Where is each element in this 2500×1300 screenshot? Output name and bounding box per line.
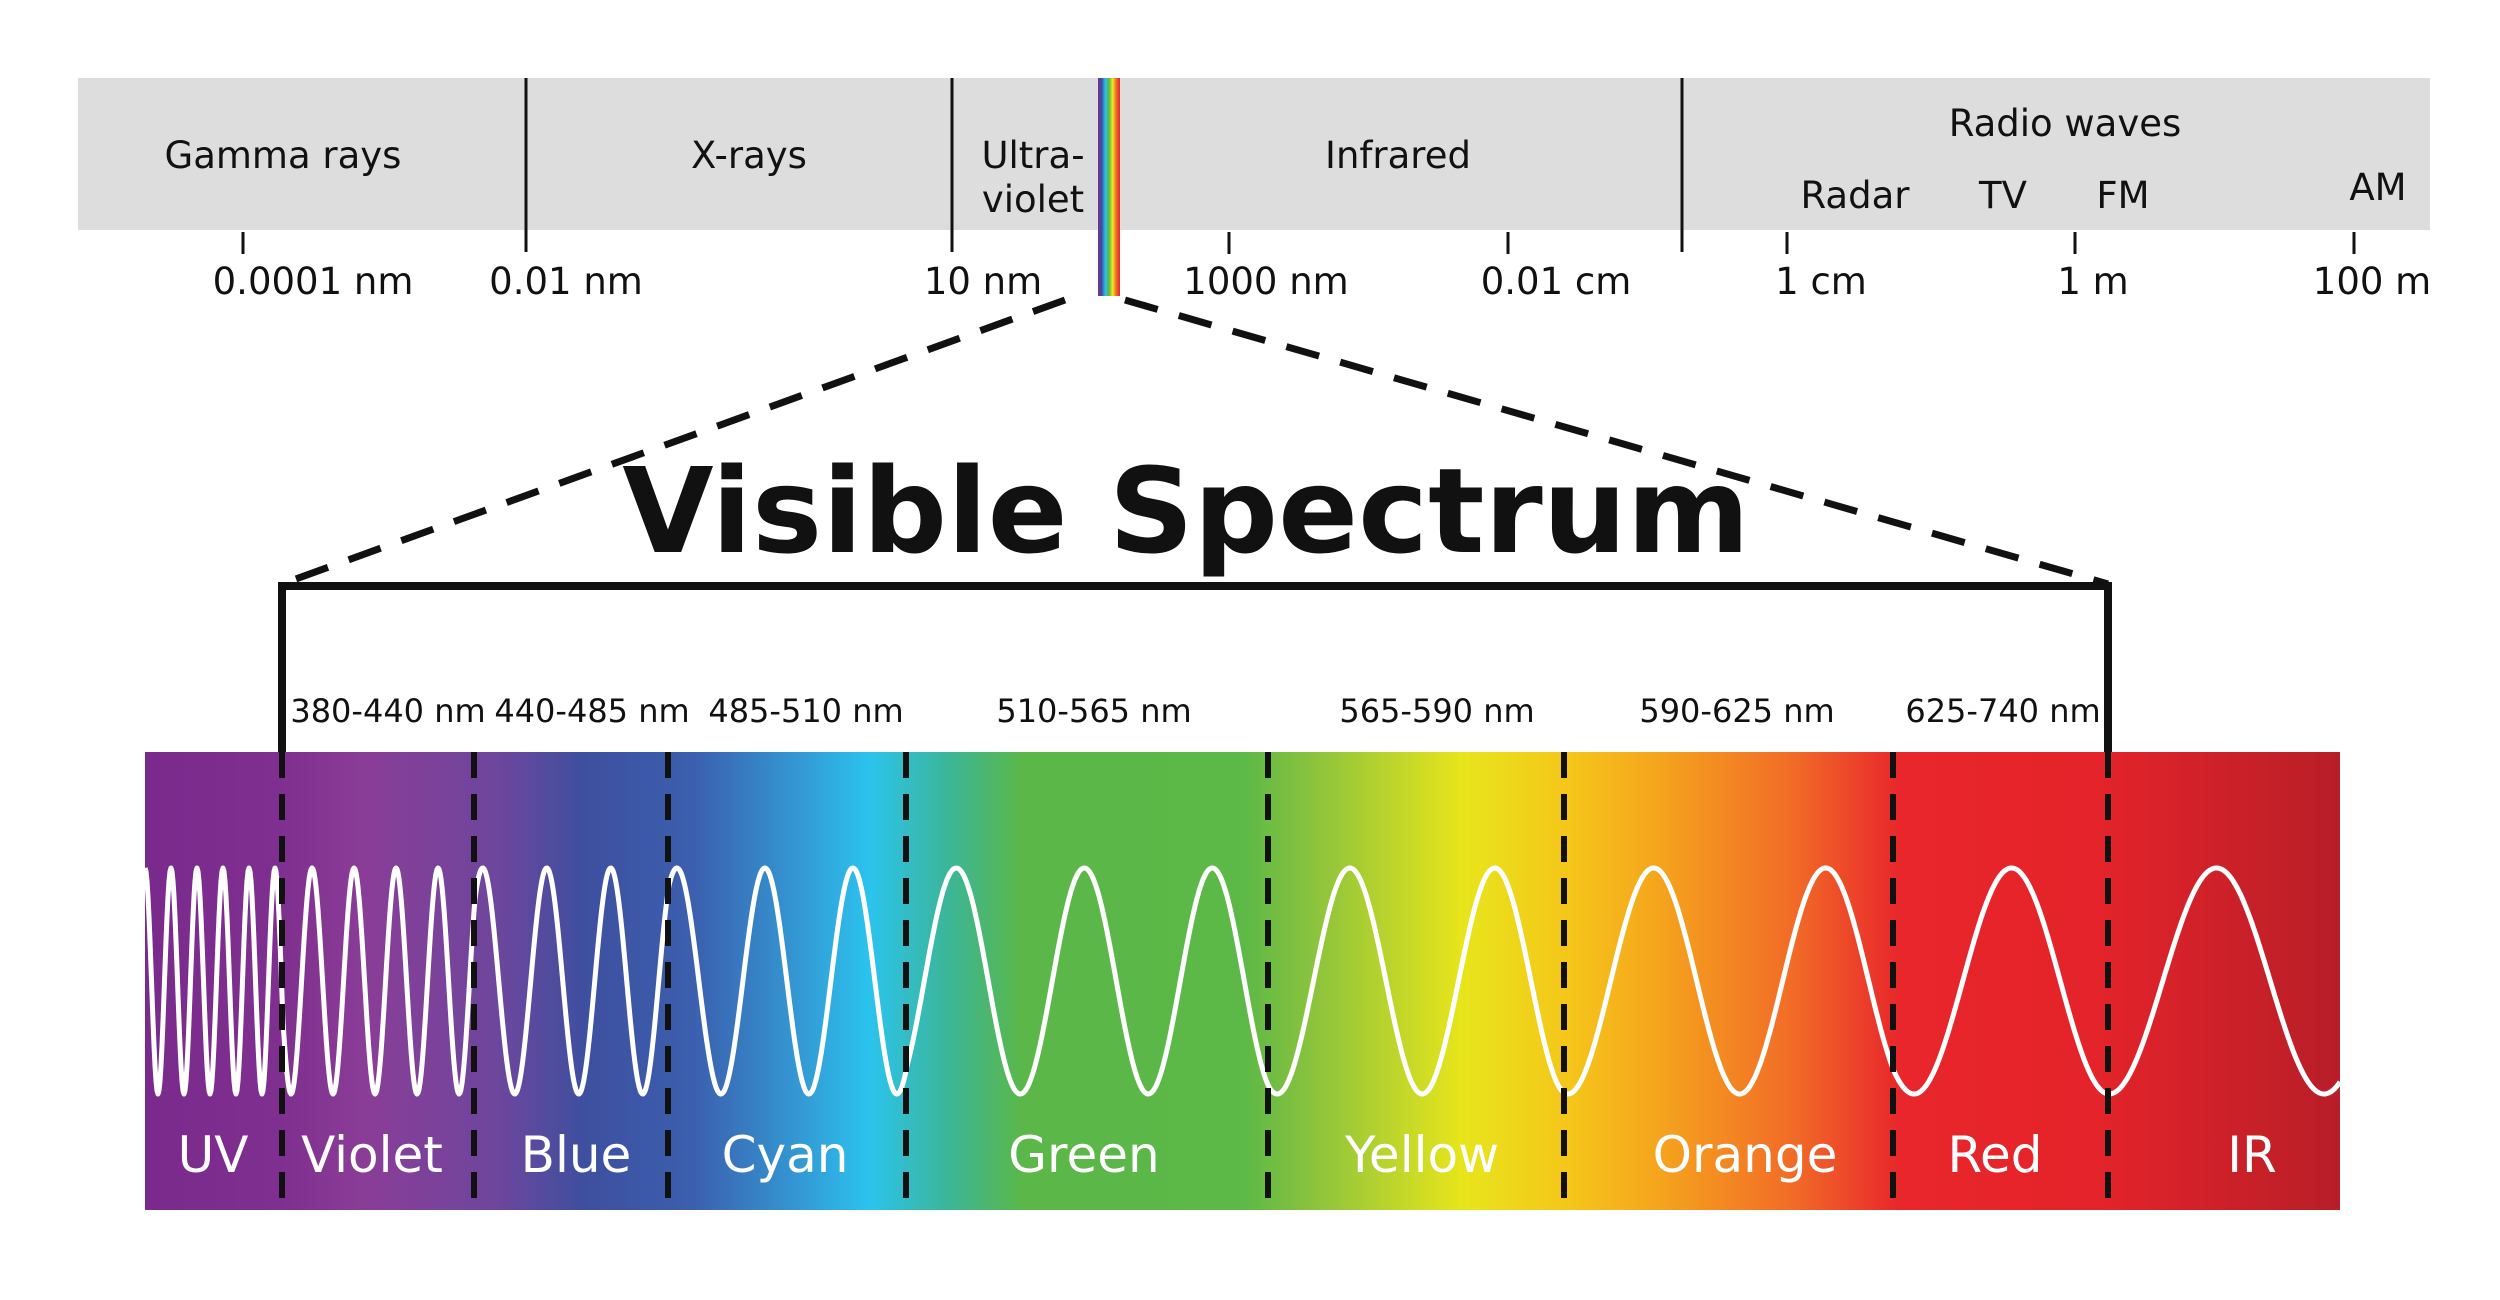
em-band-label-line: Ultra-: [981, 134, 1084, 177]
scale-label: 0.01 nm: [489, 260, 643, 303]
range-label: 590-625 nm: [1639, 692, 1834, 730]
radio-subband-label: FM: [2096, 174, 2149, 217]
scale-label: 0.0001 nm: [213, 260, 414, 303]
range-label: 625-740 nm: [1905, 692, 2100, 730]
scale-label: 1 cm: [1775, 260, 1867, 303]
radio-subband-label: TV: [1978, 174, 2027, 217]
band-dividers: [279, 752, 2111, 1210]
color-label: Orange: [1653, 1126, 1838, 1184]
range-label: 440-485 nm: [494, 692, 689, 730]
em-band-label: Radio waves: [1949, 102, 2182, 145]
scale-label: 0.01 cm: [1481, 260, 1632, 303]
color-label: Green: [1008, 1126, 1159, 1184]
visible-mini-rainbow: [1098, 78, 1120, 296]
zoom-line-right: [1124, 296, 2109, 588]
wavelength-wave: [142, 865, 2343, 1097]
range-label: 510-565 nm: [996, 692, 1191, 730]
em-band-label: X-rays: [691, 134, 807, 177]
visible-bracket: [278, 582, 2112, 760]
color-label: Red: [1948, 1126, 2043, 1184]
em-band-label: Infrared: [1325, 134, 1471, 177]
zoom-line-left: [280, 296, 1067, 588]
scale-label: 1 m: [2057, 260, 2128, 303]
range-label: 380-440 nm: [290, 692, 485, 730]
radio-subband-label: AM: [2349, 166, 2406, 209]
em-band-label-ultraviolet: Ultra-violet: [981, 134, 1084, 221]
range-label: 565-590 nm: [1339, 692, 1534, 730]
diagram-title: Visible Spectrum: [622, 442, 1749, 580]
scale-ticks: [241, 232, 2356, 254]
scale-label: 100 m: [2313, 260, 2431, 303]
color-label: IR: [2227, 1126, 2277, 1184]
color-label: UV: [178, 1126, 249, 1184]
range-label: 485-510 nm: [708, 692, 903, 730]
color-label: Blue: [521, 1126, 632, 1184]
em-band-label-line: violet: [982, 178, 1084, 221]
radio-subband-label: Radar: [1801, 174, 1911, 217]
color-label: Cyan: [722, 1126, 849, 1184]
em-band-label: Gamma rays: [165, 134, 402, 177]
color-label: Violet: [301, 1126, 443, 1184]
color-label: Yellow: [1344, 1126, 1499, 1184]
scale-label: 10 nm: [924, 260, 1042, 303]
em-spectrum-bar: [78, 78, 2430, 230]
scale-label: 1000 nm: [1183, 260, 1348, 303]
